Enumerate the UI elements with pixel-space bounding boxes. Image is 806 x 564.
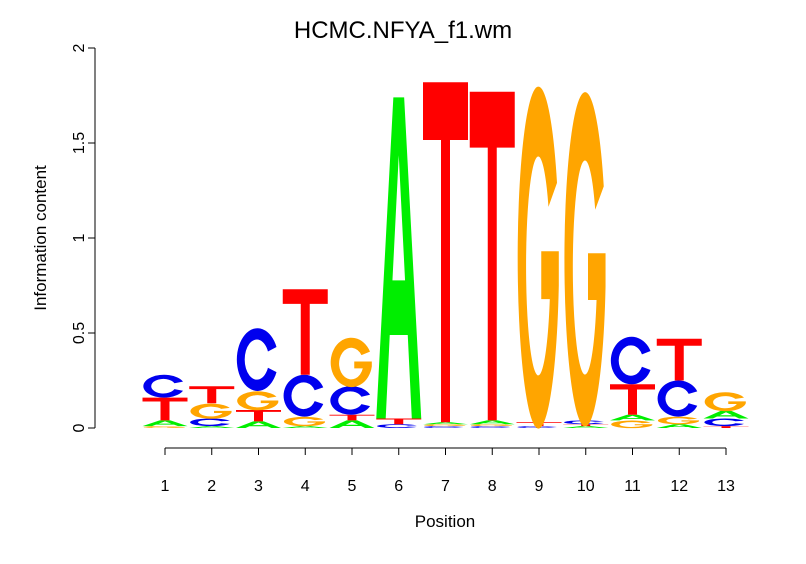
logo-letter-T xyxy=(610,384,655,415)
logo-letter-C xyxy=(377,424,417,428)
logo-letter-G xyxy=(283,416,326,427)
logo-letter-A xyxy=(376,97,422,419)
logo-letter-G xyxy=(190,403,232,419)
y-axis: 0 0.5 1 1.5 2 xyxy=(71,43,96,432)
logo-letter-G xyxy=(517,86,559,429)
x-tick-label: 2 xyxy=(207,478,216,495)
logo-letter-G xyxy=(657,416,700,425)
x-tick-label: 13 xyxy=(717,478,735,495)
logo-letter-A xyxy=(236,421,281,428)
logo-letter-T xyxy=(189,386,235,404)
y-tick-label: 1 xyxy=(71,233,88,242)
x-tick-label: 4 xyxy=(301,478,310,495)
logo-letter-C xyxy=(423,426,464,428)
x-tick-label: 3 xyxy=(254,478,263,495)
logo-letter-C xyxy=(236,328,277,391)
logo-letter-A xyxy=(656,424,702,428)
logo-letter-T xyxy=(282,289,328,375)
logo-letter-G xyxy=(564,92,606,427)
logo-letter-G xyxy=(704,392,746,412)
logo-letter-G xyxy=(470,424,513,427)
logo-letter-C xyxy=(283,374,324,417)
logo-letter-T xyxy=(423,82,468,423)
logo-letter-A xyxy=(610,414,655,421)
logo-letter-G xyxy=(330,337,372,388)
y-tick-label: 1.5 xyxy=(71,132,88,154)
logo-letter-G xyxy=(143,426,185,429)
logo-letter-C xyxy=(470,426,511,428)
logo-letter-A xyxy=(423,422,468,425)
logo-letter-T xyxy=(376,418,422,425)
x-tick-label: 7 xyxy=(441,478,450,495)
x-tick-label: 10 xyxy=(577,478,595,495)
logo-letter-C xyxy=(190,418,230,427)
logo-letter-C xyxy=(657,380,698,417)
logo-letter-A xyxy=(282,426,328,428)
x-tick-label: 11 xyxy=(624,478,641,495)
logo-letter-T xyxy=(469,91,515,421)
x-tick-label: 12 xyxy=(670,478,688,495)
x-tick-label: 9 xyxy=(535,478,544,495)
logo-letter-C xyxy=(610,336,651,385)
logo-letter-C xyxy=(517,426,557,428)
y-tick-label: 0.5 xyxy=(71,322,88,344)
x-tick-label: 5 xyxy=(348,478,357,495)
logo-letter-A xyxy=(563,426,609,428)
logo-letter-T xyxy=(656,338,702,381)
logo-letter-A xyxy=(703,410,749,419)
y-tick-label: 0 xyxy=(71,423,88,432)
chart-title: HCMC.NFYA_f1.wm xyxy=(294,17,512,44)
logo-letter-G xyxy=(237,391,279,411)
logo-letter-A xyxy=(469,420,515,425)
logo-letters xyxy=(142,82,749,429)
logo-letter-T xyxy=(329,414,375,421)
y-axis-label: Information content xyxy=(31,165,50,311)
logo-letter-G xyxy=(611,420,653,429)
x-axis-label: Position xyxy=(415,512,475,531)
logo-letter-C xyxy=(143,374,183,398)
logo-letter-T xyxy=(703,426,749,428)
logo-letter-A xyxy=(142,420,188,427)
logo-letter-T xyxy=(142,397,188,421)
logo-letter-C xyxy=(704,418,744,427)
logo-letter-T xyxy=(236,409,281,422)
x-tick-label: 1 xyxy=(161,478,170,495)
logo-letter-G xyxy=(424,424,466,427)
logo-letter-C xyxy=(330,386,370,415)
logo-letter-C xyxy=(564,420,604,425)
x-tick-label: 6 xyxy=(394,478,403,495)
logo-letter-A xyxy=(189,426,235,428)
x-tick-label: 8 xyxy=(488,478,497,495)
y-tick-label: 2 xyxy=(71,43,88,52)
logo-letter-A xyxy=(329,420,375,428)
x-axis: 1 2 3 4 5 6 7 8 9 10 11 12 13 xyxy=(161,447,735,495)
